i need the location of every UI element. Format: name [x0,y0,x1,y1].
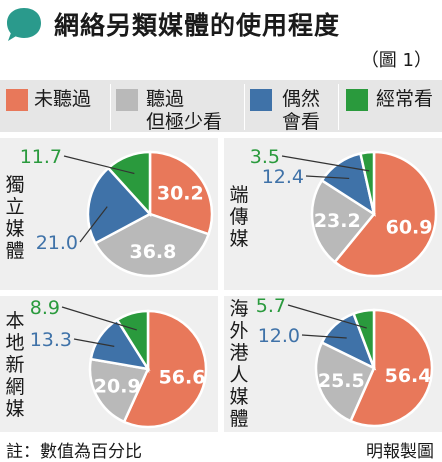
data-label-often: 3.5 [250,146,280,168]
data-label-rarely: 23.2 [314,210,361,232]
legend-divider [110,84,111,130]
data-label-occasionally: 12.0 [258,325,300,347]
leader-line-occasionally [79,206,108,243]
legend-label-rarely: 聽過 但極少看 [146,88,223,133]
data-label-never: 60.9 [386,216,433,238]
leader-line-often [281,155,370,172]
data-label-often: 5.7 [256,296,286,317]
panel-label: 獨立媒體 [5,174,25,262]
pie-slice-occasionally [86,166,153,245]
pie-slice-often [115,309,150,374]
pie-slice-often [106,150,152,218]
legend: 未聽過 聽過 但極少看 偶然 會看 經常看 [0,80,442,133]
pie-chart-independent-media: 30.2 36.8 21.0 11.7 [20,146,214,278]
leader-line-occasionally [301,334,347,339]
pie-slice-often [351,308,376,369]
legend-swatch-never [6,89,28,111]
panel-initium-media: 端傳媒 60.9 23.2 12.4 3.5 [224,138,442,290]
pie-slice-rarely [93,212,211,278]
panel-overseas-hk-media: 海外港人媒體 56.4 25.5 12.0 5.7 [224,296,442,432]
leader-line-occasionally [73,338,115,347]
data-label-often: 8.9 [30,297,60,319]
footnote: 註：數值為百分比 [6,442,142,462]
pie-slice-never [122,309,208,429]
data-label-occasionally: 21.0 [36,232,78,254]
leader-line-occasionally [305,175,350,180]
legend-label-never: 未聽過 [34,88,92,110]
pie-slice-rarely [88,357,150,424]
data-label-occasionally: 12.4 [262,166,304,188]
data-label-often: 11.7 [20,146,62,168]
speech-bubble-icon [7,8,41,41]
pie-slice-never [348,308,434,428]
legend-label-occasionally: 偶然 會看 [282,88,321,133]
legend-swatch-occasionally [250,89,272,111]
pie-chart-local-new-online-media: 56.6 20.9 13.3 8.9 [30,297,208,429]
panel-label: 海外港人媒體 [229,298,249,430]
pie-slice-rarely [310,178,376,264]
panel-label: 本地新網媒 [5,310,25,420]
figure-label: （圖 1） [360,50,432,71]
panel-local-new-online-media: 本地新網媒 56.6 20.9 13.3 8.9 [0,296,218,432]
data-label-never: 56.4 [385,365,432,387]
data-label-occasionally: 13.3 [30,329,72,351]
data-label-rarely: 36.8 [129,241,176,263]
panel-label: 端傳媒 [229,184,249,250]
credit: 明報製圖 [366,442,434,462]
legend-swatch-often [346,89,368,111]
pie-slice-often [358,150,376,215]
leader-line-often [287,304,367,329]
title-bar: 網絡另類媒體的使用程度 [0,0,442,42]
legend-label-often: 經常看 [376,88,434,110]
data-label-rarely: 20.9 [94,375,141,397]
data-label-never: 56.6 [159,366,206,388]
panel-independent-media: 獨立媒體 30.2 36.8 21.0 11.7 [0,138,218,290]
leader-line-often [63,155,135,175]
pie-chart-initium-media: 60.9 23.2 12.43.5 [250,146,438,278]
pie-slice-never [148,150,214,236]
leader-line-often [61,306,137,331]
pie-chart-overseas-hk-media: 56.4 25.5 12.0 5.7 [256,296,434,428]
data-label-never: 30.2 [157,182,204,204]
legend-divider [338,84,339,130]
data-label-rarely: 25.5 [318,370,365,392]
legend-swatch-rarely [116,89,138,111]
pie-slice-never [333,150,438,278]
legend-divider [244,84,245,130]
page-title: 網絡另類媒體的使用程度 [54,11,341,40]
